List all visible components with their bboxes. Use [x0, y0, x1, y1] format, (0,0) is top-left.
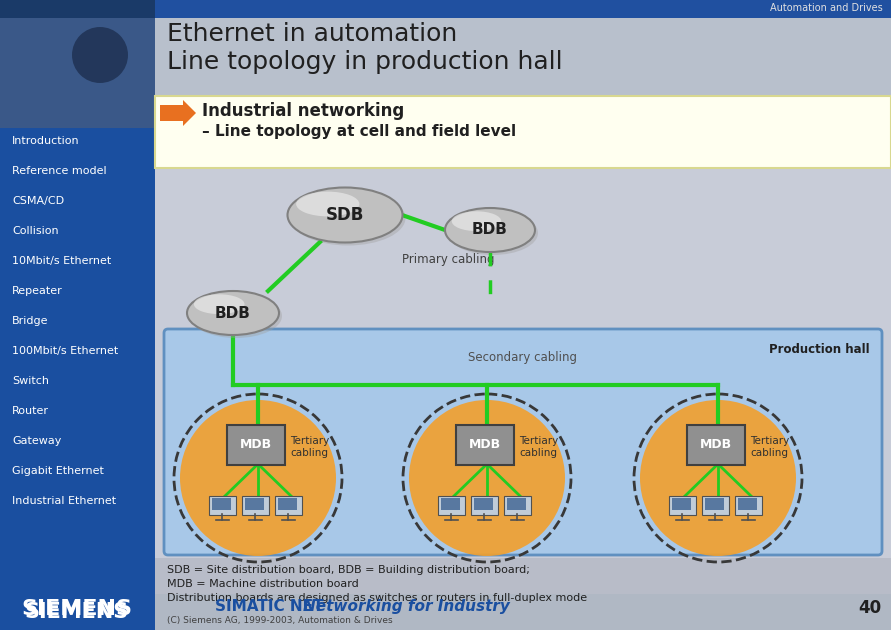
Ellipse shape	[448, 211, 538, 255]
Text: Production hall: Production hall	[769, 343, 870, 356]
Text: BDB: BDB	[472, 222, 508, 238]
FancyBboxPatch shape	[470, 496, 497, 515]
FancyBboxPatch shape	[672, 498, 691, 510]
FancyBboxPatch shape	[155, 168, 891, 558]
Text: Automation and Drives: Automation and Drives	[770, 3, 883, 13]
FancyBboxPatch shape	[227, 425, 285, 465]
Text: Switch: Switch	[12, 376, 49, 386]
Ellipse shape	[190, 294, 282, 338]
Text: Router: Router	[12, 406, 49, 416]
Text: SIEMENS: SIEMENS	[21, 599, 133, 619]
Text: – Line topology at cell and field level: – Line topology at cell and field level	[202, 124, 516, 139]
Text: Networking for Industry: Networking for Industry	[303, 599, 510, 614]
Text: Ethernet in automation: Ethernet in automation	[167, 22, 457, 46]
Ellipse shape	[296, 192, 359, 216]
FancyBboxPatch shape	[0, 0, 155, 18]
Text: 100Mbit/s Ethernet: 100Mbit/s Ethernet	[12, 346, 119, 356]
FancyBboxPatch shape	[701, 496, 729, 515]
FancyBboxPatch shape	[241, 496, 268, 515]
FancyBboxPatch shape	[705, 498, 724, 510]
FancyBboxPatch shape	[278, 498, 297, 510]
Text: Collision: Collision	[12, 226, 59, 236]
FancyBboxPatch shape	[734, 496, 762, 515]
FancyBboxPatch shape	[0, 594, 155, 630]
FancyBboxPatch shape	[441, 498, 460, 510]
Ellipse shape	[288, 188, 403, 243]
Text: Line topology in production hall: Line topology in production hall	[167, 50, 562, 74]
FancyBboxPatch shape	[503, 496, 530, 515]
Text: Bridge: Bridge	[12, 316, 48, 326]
Text: BDB: BDB	[215, 306, 251, 321]
FancyBboxPatch shape	[456, 425, 514, 465]
FancyBboxPatch shape	[437, 496, 464, 515]
FancyBboxPatch shape	[474, 498, 493, 510]
Text: CSMA/CD: CSMA/CD	[12, 196, 64, 206]
FancyBboxPatch shape	[0, 594, 891, 630]
FancyBboxPatch shape	[507, 498, 526, 510]
Text: MDB = Machine distribution board: MDB = Machine distribution board	[167, 579, 359, 589]
Ellipse shape	[452, 211, 502, 231]
Circle shape	[640, 400, 796, 556]
FancyBboxPatch shape	[0, 0, 155, 20]
Text: SDB = Site distribution board, BDB = Building distribution board;: SDB = Site distribution board, BDB = Bui…	[167, 565, 530, 575]
Text: Gigabit Ethernet: Gigabit Ethernet	[12, 466, 104, 476]
FancyBboxPatch shape	[155, 96, 891, 168]
Text: Distribution boards are designed as switches or routers in full-duplex mode: Distribution boards are designed as swit…	[167, 593, 587, 603]
FancyBboxPatch shape	[0, 0, 155, 128]
Text: Secondary cabling: Secondary cabling	[469, 351, 577, 364]
Text: Tertiary
cabling: Tertiary cabling	[519, 436, 559, 457]
Text: Tertiary
cabling: Tertiary cabling	[290, 436, 330, 457]
Circle shape	[180, 400, 336, 556]
Ellipse shape	[194, 294, 244, 314]
Text: Tertiary
cabling: Tertiary cabling	[750, 436, 789, 457]
FancyBboxPatch shape	[668, 496, 696, 515]
FancyBboxPatch shape	[274, 496, 301, 515]
Ellipse shape	[445, 208, 535, 252]
FancyBboxPatch shape	[0, 0, 155, 630]
Ellipse shape	[290, 190, 405, 246]
Circle shape	[72, 27, 128, 83]
Text: MDB: MDB	[469, 438, 501, 452]
Text: SIMATIC NET: SIMATIC NET	[215, 599, 329, 614]
FancyBboxPatch shape	[155, 558, 891, 630]
FancyBboxPatch shape	[164, 329, 882, 555]
Text: MDB: MDB	[700, 438, 732, 452]
FancyBboxPatch shape	[245, 498, 264, 510]
FancyBboxPatch shape	[738, 498, 757, 510]
FancyBboxPatch shape	[687, 425, 745, 465]
Text: 10Mbit/s Ethernet: 10Mbit/s Ethernet	[12, 256, 111, 266]
FancyBboxPatch shape	[212, 498, 231, 510]
Text: Reference model: Reference model	[12, 166, 107, 176]
Text: SDB: SDB	[326, 206, 364, 224]
FancyBboxPatch shape	[0, 588, 155, 630]
Text: Industrial Ethernet: Industrial Ethernet	[12, 496, 116, 506]
FancyBboxPatch shape	[208, 496, 235, 515]
Text: Primary cabling: Primary cabling	[402, 253, 495, 266]
Polygon shape	[160, 100, 196, 126]
Text: Repeater: Repeater	[12, 286, 62, 296]
Text: MDB: MDB	[240, 438, 272, 452]
Text: SIEMENS: SIEMENS	[25, 602, 129, 622]
Text: Introduction: Introduction	[12, 136, 79, 146]
Ellipse shape	[187, 291, 279, 335]
Text: 40: 40	[858, 599, 881, 617]
Text: (C) Siemens AG, 1999-2003, Automation & Drives: (C) Siemens AG, 1999-2003, Automation & …	[167, 616, 393, 625]
Text: Industrial networking: Industrial networking	[202, 102, 405, 120]
Circle shape	[409, 400, 565, 556]
Text: Gateway: Gateway	[12, 436, 61, 446]
FancyBboxPatch shape	[155, 18, 891, 96]
FancyBboxPatch shape	[155, 0, 891, 18]
